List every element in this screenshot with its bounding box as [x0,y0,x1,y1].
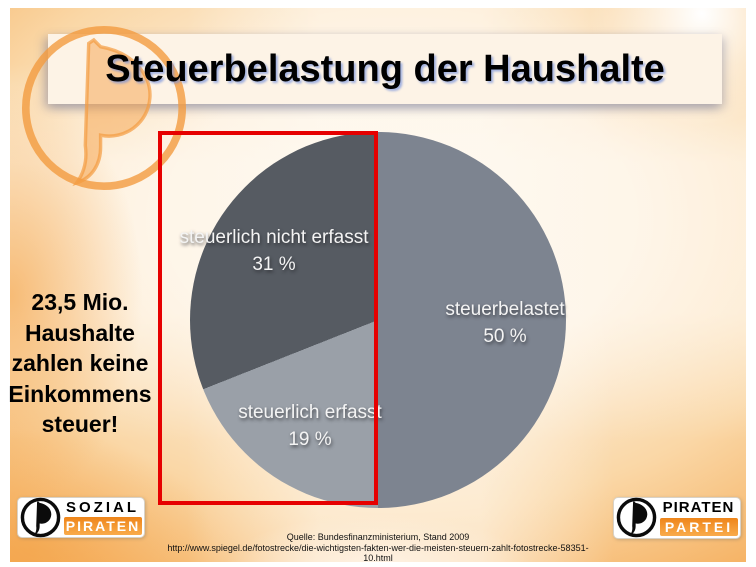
slice-value: 19 % [288,429,332,450]
pie-label-erfasst: steuerlich erfasst 19 % [205,399,415,453]
source-url-continuation: 10.html [363,553,393,563]
page-title: Steuerbelastung der Haushalte [105,48,665,90]
slice-value: 50 % [483,326,527,347]
highlight-rectangle [158,131,378,505]
pirate-badge-icon [616,497,657,538]
title-bar [48,34,722,104]
pie-chart [190,132,566,508]
slice-value: 31 % [252,254,296,275]
side-note-line: steuer! [41,411,119,437]
source-url: http://www.spiegel.de/fotostrecke/die-wi… [167,542,589,553]
side-note: 23,5 Mio. Haushalte zahlen keine Einkomm… [5,287,155,440]
source-line: Quelle: Bundesfinanzministerium, Stand 2… [286,532,470,542]
slice-name: steuerlich nicht erfasst [179,227,369,248]
piratenpartei-logo: PIRATEN PARTEI [613,497,741,539]
logo-text-piraten: PIRATEN [64,517,142,535]
logo-text-partei: PARTEI [660,518,738,536]
side-note-line: Haushalte [25,319,135,346]
slice-name: steuerlich erfasst [238,402,382,423]
pirate-badge-icon [20,497,61,538]
pirate-party-watermark-icon [21,25,187,191]
pie-label-steuerbelastet: steuerbelastet 50 % [395,296,615,350]
logo-text-piraten: PIRATEN [662,499,735,516]
side-note-line: 23,5 Mio. [31,289,129,315]
pie-label-nicht-erfasst: steuerlich nicht erfasst 31 % [158,224,390,278]
slice-name: steuerbelastet [445,299,565,320]
source-citation: Quelle: Bundesfinanzministerium, Stand 2… [128,532,628,564]
side-note-line: Einkommens [8,380,152,407]
side-note-line: zahlen keine [11,350,149,376]
logo-text-sozial: SOZIAL [66,499,139,516]
sozialpiraten-logo: SOZIAL PIRATEN [17,497,145,538]
